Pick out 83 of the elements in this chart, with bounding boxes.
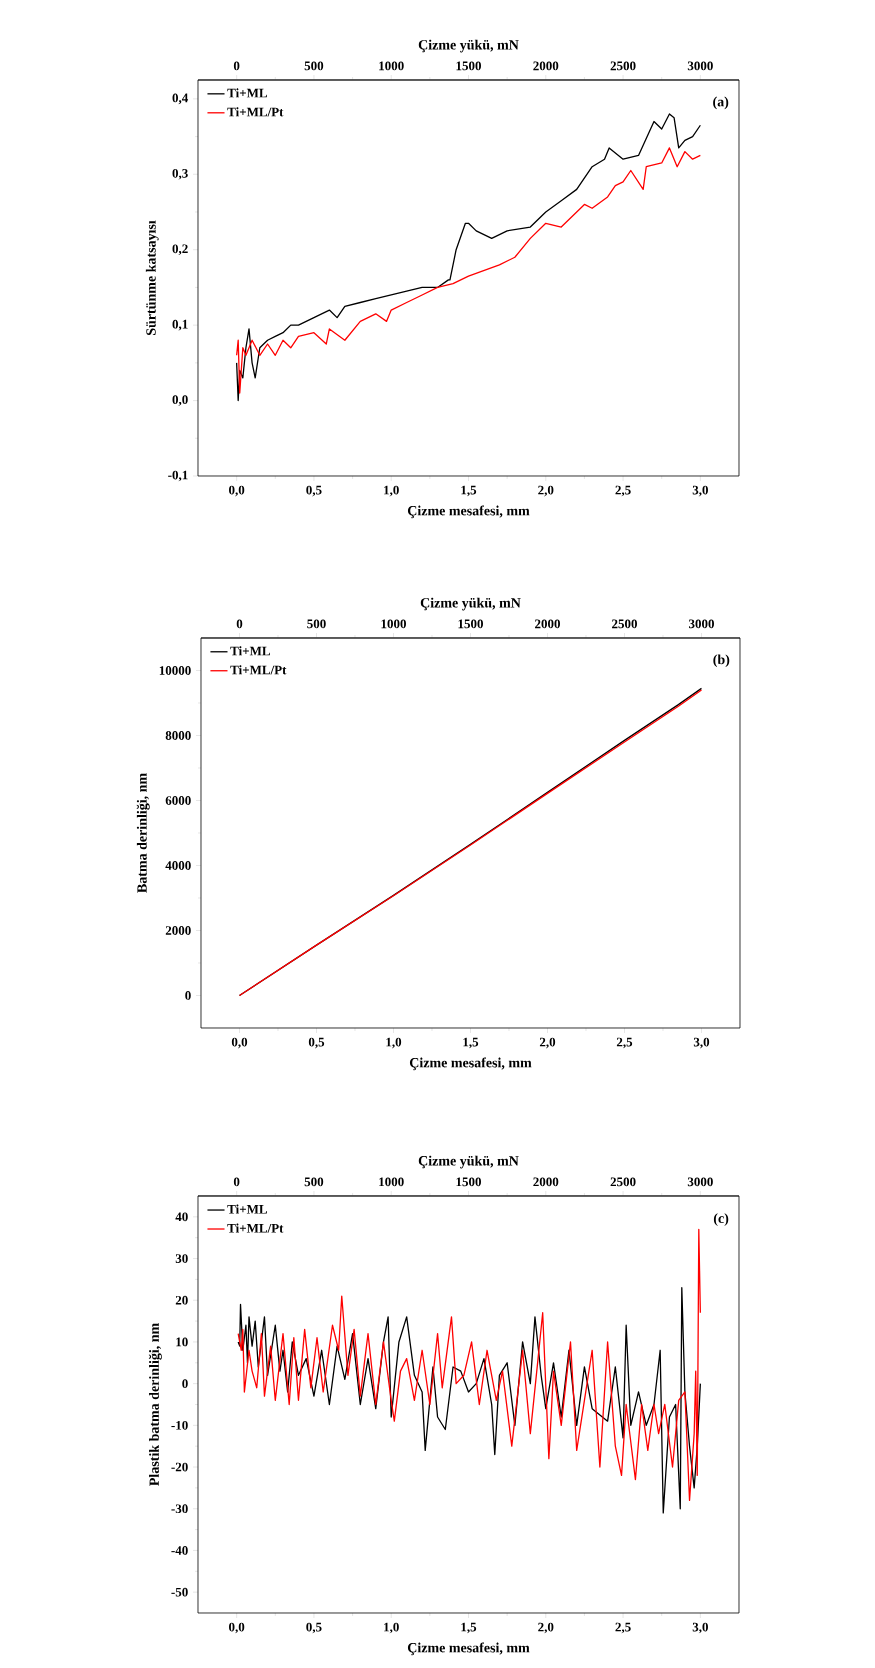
x-tick-label: 1,5	[461, 1622, 477, 1634]
x2-tick-label: 1500	[456, 61, 481, 71]
x2-tick-label: 3000	[688, 619, 714, 629]
x2-tick-label: 0	[233, 61, 240, 71]
x2-tick-label: 0	[233, 1177, 240, 1187]
y-tick-label: 0	[182, 1379, 188, 1389]
x-tick-label: 1,0	[384, 485, 399, 497]
x2-tick-label: 3000	[687, 61, 713, 71]
x2-tick-label: 1000	[379, 1177, 404, 1187]
y-axis-title: Sürtünme katsayısı	[145, 220, 159, 335]
y-tick-label: -40	[171, 1546, 188, 1555]
legend-label: Ti+ML	[230, 646, 271, 656]
x2-tick-label: 2500	[612, 619, 637, 629]
annotation: (c)	[713, 1213, 729, 1226]
x-tick-label: 2,5	[615, 1622, 631, 1634]
legend-label: Ti+ML/Pt	[227, 107, 284, 117]
x-axis-title: Çizme mesafesi, mm	[409, 1057, 532, 1071]
y-tick-label: 40	[175, 1212, 188, 1222]
x2-axis-title: Çizme yükü, mN	[420, 597, 521, 611]
y-tick-label: 0,3	[172, 168, 188, 180]
x-tick-label: 3,0	[693, 1037, 710, 1049]
x2-tick-label: 2500	[610, 1177, 636, 1187]
x-tick-label: 0,5	[306, 485, 322, 497]
y-tick-label: -30	[171, 1504, 188, 1514]
x2-axis-title: Çizme yükü, mN	[418, 39, 519, 53]
y-tick-label: 6000	[165, 796, 191, 805]
y-tick-label: 2000	[165, 926, 191, 935]
x2-tick-label: 0	[236, 619, 243, 629]
line-series	[237, 1287, 701, 1514]
y-tick-label: -0,1	[168, 470, 188, 482]
y-tick-label: 10	[176, 1337, 188, 1347]
annotation: (b)	[713, 654, 730, 668]
y-tick-label: -50	[171, 1587, 188, 1597]
x-tick-label: 2,5	[616, 1037, 633, 1049]
x-tick-label: 3,0	[692, 1622, 708, 1634]
x2-axis-title: Çizme yükü, mN	[418, 1155, 519, 1169]
x-tick-label: 2,5	[615, 485, 631, 497]
x-tick-label: 2,0	[538, 485, 554, 497]
x-tick-label: 1,5	[461, 485, 477, 497]
legend-label: Ti+ML	[227, 88, 268, 98]
x-tick-label: 1,5	[463, 1037, 479, 1049]
legend-label: Ti+ML	[227, 1204, 268, 1214]
y-tick-label: -20	[171, 1462, 188, 1472]
x2-tick-label: 500	[304, 61, 324, 71]
y-axis-title: Batma derinliği, nm	[136, 773, 150, 893]
y-tick-label: 0,0	[172, 395, 188, 406]
y-tick-label: 20	[175, 1295, 188, 1305]
x2-tick-label: 2500	[610, 61, 636, 71]
y-tick-label: 0,1	[172, 319, 188, 331]
y-tick-label: -10	[171, 1420, 188, 1430]
x-tick-label: 0,0	[231, 1037, 248, 1049]
x-tick-label: 0,5	[306, 1622, 322, 1634]
x2-tick-label: 2000	[533, 61, 559, 71]
x2-tick-label: 1000	[381, 619, 406, 629]
y-tick-label: 0,4	[172, 93, 189, 105]
x-axis-title: Çizme mesafesi, mm	[407, 1642, 530, 1656]
x2-tick-label: 500	[307, 619, 326, 629]
y-axis-title: Plastik batma derinliği, nm	[148, 1323, 162, 1486]
x-tick-label: 1,0	[386, 1037, 402, 1049]
x-tick-label: 0,5	[308, 1037, 325, 1049]
x2-tick-label: 1000	[379, 61, 404, 71]
x-tick-label: 3,0	[692, 485, 708, 497]
x-tick-label: 2,0	[538, 1622, 554, 1634]
x-axis-title: Çizme mesafesi, mm	[407, 505, 530, 519]
x2-tick-label: 1500	[456, 1177, 481, 1187]
y-tick-label: 0,2	[172, 244, 188, 256]
x-tick-label: 2,0	[539, 1037, 556, 1049]
y-tick-label: 8000	[165, 731, 191, 740]
x-tick-label: 0,0	[229, 1622, 245, 1634]
x-tick-label: 1,0	[384, 1622, 399, 1634]
x2-tick-label: 1500	[458, 619, 483, 629]
annotation: (a)	[713, 96, 729, 110]
legend-label: Ti+ML/Pt	[227, 1223, 284, 1233]
y-tick-label: 0	[185, 991, 191, 1000]
x-tick-label: 0,0	[229, 485, 245, 497]
y-tick-label: 30	[175, 1254, 188, 1263]
y-tick-label: 10000	[159, 666, 191, 675]
y-tick-label: 4000	[165, 861, 191, 870]
x2-tick-label: 2000	[533, 1177, 559, 1187]
x2-tick-label: 500	[304, 1177, 324, 1187]
legend-label: Ti+ML/Pt	[230, 665, 287, 675]
x2-tick-label: 3000	[687, 1177, 713, 1187]
x2-tick-label: 2000	[535, 619, 560, 629]
